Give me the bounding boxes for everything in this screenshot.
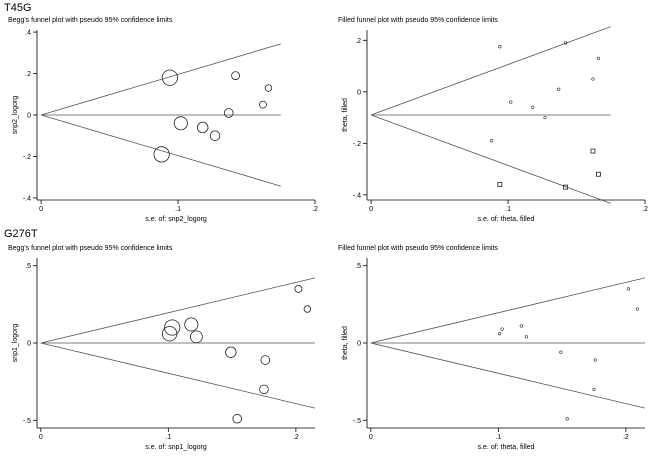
x-tick-label: .2 [623,434,629,441]
y-tick-label: -.4 [23,195,31,202]
begg-funnel-plot-t45g: Begg's funnel plot with pseudo 95% confi… [8,17,318,223]
study-point [498,45,502,49]
study-point [592,387,596,391]
x-tick-label: .1 [495,434,501,441]
upper-confidence-limit [370,26,611,116]
y-tick-label: -.4 [353,192,361,199]
x-axis-label: s.e. of: snp1_logorg [145,444,207,451]
y-tick-label: .5 [25,263,31,270]
y-tick-label: -.5 [23,418,31,425]
study-point [161,326,178,342]
upper-confidence-limit [40,277,316,344]
study-point [500,327,504,331]
study-point [260,355,271,365]
chart-title: Filled funnel plot with pseudo 95% confi… [338,17,498,24]
x-tick-label: 0 [39,434,43,441]
y-tick-label: -.2 [23,154,31,161]
study-point [519,324,523,328]
x-axis-label: s.e. of: theta, filled [478,216,535,223]
study-point [531,105,535,109]
lower-confidence-limit [40,342,316,409]
study-point [164,319,181,336]
chart-title: Begg's funnel plot with pseudo 95% confi… [8,17,173,24]
study-point [153,146,170,163]
filled-funnel-plot-g276t: Filled funnel plot with pseudo 95% confi… [338,245,646,451]
study-point [223,108,234,118]
study-point [190,330,203,344]
study-point [626,287,631,291]
chart-title: Begg's funnel plot with pseudo 95% confi… [8,245,173,252]
study-point [197,121,209,134]
study-point [184,317,199,332]
study-point [259,100,267,109]
study-point [225,346,237,358]
study-point [303,305,312,313]
study-point [591,77,595,81]
x-axis-label: s.e. of: snp2_logorg [145,216,207,223]
lower-confidence-limit [370,114,611,204]
upper-confidence-limit [40,43,281,116]
x-tick-label: .1 [505,206,511,213]
filled-study-point [590,148,596,154]
study-point [565,417,569,421]
study-point [209,130,221,141]
y-tick-label: -.5 [353,418,361,425]
study-point [559,350,563,354]
study-point [161,69,178,86]
x-tick-label: 0 [39,206,43,213]
x-tick-label: .2 [293,434,299,441]
filled-study-point [497,182,503,187]
filled-study-point [596,171,601,177]
study-point [524,335,529,339]
y-axis-label: theta, filled [342,326,349,360]
y-tick-label: 0 [357,89,361,96]
section-label-g276t: G276T [4,228,38,240]
study-point [557,87,561,91]
y-tick-label: .2 [355,38,361,45]
study-point [635,307,639,311]
y-tick-label: .2 [25,71,31,78]
study-point [563,41,568,45]
y-axis-label: theta, filled [342,98,349,132]
y-tick-label: 0 [357,341,361,348]
study-point [509,100,513,104]
y-tick-label: 0 [27,341,31,348]
y-tick-label: .5 [355,263,361,270]
x-tick-label: .1 [165,434,171,441]
section-label-t45g: T45G [4,2,32,14]
study-point [593,358,597,362]
x-tick-label: .1 [175,206,181,213]
filled-study-point [563,184,568,190]
y-axis-label: snp1_logorg [12,324,19,363]
chart-title: Filled funnel plot with pseudo 95% confi… [338,245,498,252]
upper-confidence-limit [370,277,646,344]
x-tick-label: .2 [312,206,318,213]
x-tick-label: .2 [642,206,648,213]
study-point [498,332,502,336]
study-point [596,56,601,60]
begg-funnel-plot-g276t: Begg's funnel plot with pseudo 95% confi… [8,245,316,451]
study-point [264,84,273,92]
x-tick-label: 0 [369,434,373,441]
study-point [543,115,547,120]
study-point [231,71,240,80]
y-axis-label: snp2_logorg [12,96,19,135]
lower-confidence-limit [40,114,281,187]
x-tick-label: 0 [369,206,373,213]
lower-confidence-limit [370,342,646,409]
study-point [259,384,269,395]
study-point [294,284,303,293]
y-tick-label: 0 [27,113,31,120]
study-point [490,139,494,143]
filled-funnel-plot-t45g: Filled funnel plot with pseudo 95% confi… [338,17,648,223]
y-tick-label: .4 [25,30,31,37]
study-point [232,413,243,424]
y-tick-label: -.2 [353,141,361,148]
x-axis-label: s.e. of: theta, filled [478,444,535,451]
study-point [173,116,188,131]
